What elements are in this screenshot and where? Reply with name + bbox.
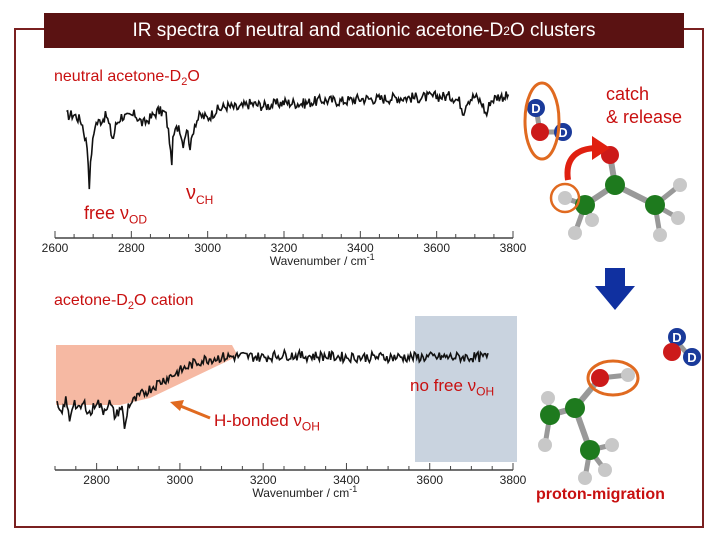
cation-label: acetone-D2O cation: [54, 292, 194, 312]
atom-c-central: [605, 175, 625, 195]
x-tick-label-1-3600: 3600: [423, 241, 450, 255]
atom-h-6: [671, 211, 685, 225]
x-tick-label-1-3400: 3400: [347, 241, 374, 255]
atom-d-label-1: D: [531, 101, 540, 116]
spectrum-line-1: [66, 89, 510, 190]
x-tick-label-2-2800: 2800: [83, 473, 110, 487]
spectrum-line-2: [56, 347, 489, 429]
h-bonded-nu: ν: [293, 411, 302, 430]
h-bonded-label: H-bonded νOH: [214, 411, 320, 433]
free-od-nu: ν: [120, 203, 130, 223]
atom-h-11: [578, 471, 592, 485]
h-bonded-pre: H-bonded: [214, 411, 294, 430]
atom-c-enol-2: [540, 405, 560, 425]
atom-o-enol: [591, 369, 609, 387]
catch-label: catch: [606, 84, 650, 104]
catch-release-label: catch & release: [606, 83, 682, 129]
title-main: IR spectra of neutral and cationic aceto…: [132, 19, 504, 41]
atom-h-3: [585, 213, 599, 227]
neutral-label-pre: neutral acetone-D: [54, 68, 182, 85]
h-bonded-arrow: [177, 403, 211, 420]
cation-label-pre: acetone-D: [54, 292, 128, 309]
x-tick-label-2-3000: 3000: [167, 473, 194, 487]
cation-spectrum-chart: 2800 3000 3200 3400 3600 3800 Wavenumber / cm-…: [54, 347, 527, 500]
water-highlight-ellipse: [523, 81, 561, 161]
atom-o-cation-water: [663, 343, 681, 361]
h-bonded-sub: OH: [301, 419, 320, 434]
x-tick-label-1-2800: 2800: [118, 241, 145, 255]
x-tick-label-2-3400: 3400: [333, 473, 360, 487]
neutral-label: neutral acetone-D2O: [54, 68, 200, 88]
oh-highlight-ellipse: [586, 359, 640, 397]
x-tick-label-1-3000: 3000: [194, 241, 221, 255]
no-free-oh-sub: OH: [476, 384, 495, 399]
atom-h-oh: [621, 368, 635, 382]
atom-d-4: [683, 348, 701, 366]
atom-h-1: [558, 191, 572, 205]
no-free-oh-nu: ν: [467, 376, 477, 395]
x-tick-label-1-3200: 3200: [271, 241, 298, 255]
atom-d-label-4: D: [687, 350, 696, 365]
x-tick-label-1-2600: 2600: [42, 241, 69, 255]
atom-d-3: [668, 328, 686, 346]
x-tick-label-2-3800: 3800: [500, 473, 527, 487]
neutral-spectrum-chart: 2600 2800 3000 3200 3400 3600 3800 Wavenumber /…: [42, 89, 527, 268]
atom-h-10: [605, 438, 619, 452]
nu-ch-nu: ν: [186, 182, 196, 204]
free-od-sub: OD: [129, 212, 148, 227]
atom-h-9: [598, 463, 612, 477]
proton-migration-label: proton-migration: [536, 486, 665, 503]
no-free-oh-label: no free νOH: [410, 376, 494, 398]
title-sub: 2: [503, 23, 510, 38]
atom-h-4: [673, 178, 687, 192]
atom-c-enol-3: [580, 440, 600, 460]
no-free-oh-band: [415, 316, 517, 462]
atom-c-methyl-2: [645, 195, 665, 215]
atom-h-2: [568, 226, 582, 240]
atom-d-label-3: D: [672, 330, 681, 345]
free-od-label: free νOD: [84, 203, 147, 227]
atom-h-8: [538, 438, 552, 452]
x-tick-label-2-3600: 3600: [416, 473, 443, 487]
no-free-oh-pre: no free: [410, 376, 468, 395]
x-axis-title-1: Wavenumber / cm-1: [270, 252, 375, 268]
title-rest: O clusters: [509, 19, 596, 41]
release-label: & release: [606, 107, 683, 127]
atom-d-label-2: D: [558, 125, 567, 140]
catch-release-arrowhead: [592, 136, 610, 160]
neutral-label-post: O: [187, 68, 200, 85]
atom-o-water: [531, 123, 549, 141]
atom-c-enol-1: [565, 398, 585, 418]
nu-ch-sub: CH: [196, 193, 214, 207]
down-arrow-shaft: [605, 268, 625, 288]
neutral-label-sub: 2: [181, 76, 188, 89]
x-axis-title-sup-2: -1: [349, 484, 357, 494]
neutral-molecule: D D: [523, 81, 687, 242]
x-axis-title-2: Wavenumber / cm-1: [252, 484, 357, 500]
down-arrow-head: [595, 286, 635, 310]
x-tick-label-2-3200: 3200: [250, 473, 277, 487]
atom-h-7: [541, 391, 555, 405]
cation-label-post: O cation: [133, 292, 194, 309]
cation-molecule: D D: [538, 328, 701, 485]
nu-ch-label: νCH: [186, 182, 213, 207]
x-tick-label-1-3800: 3800: [500, 241, 527, 255]
slide-title: IR spectra of neutral and cationic aceto…: [44, 13, 684, 48]
h-highlight-circle: [549, 182, 581, 214]
x-axis-title-sup-1: -1: [367, 252, 375, 262]
atom-d-1: [527, 99, 545, 117]
h-bonded-arrowhead: [170, 400, 184, 411]
free-od-pre: free: [84, 203, 121, 223]
cation-label-sub: 2: [127, 300, 134, 313]
atom-h-5: [653, 228, 667, 242]
